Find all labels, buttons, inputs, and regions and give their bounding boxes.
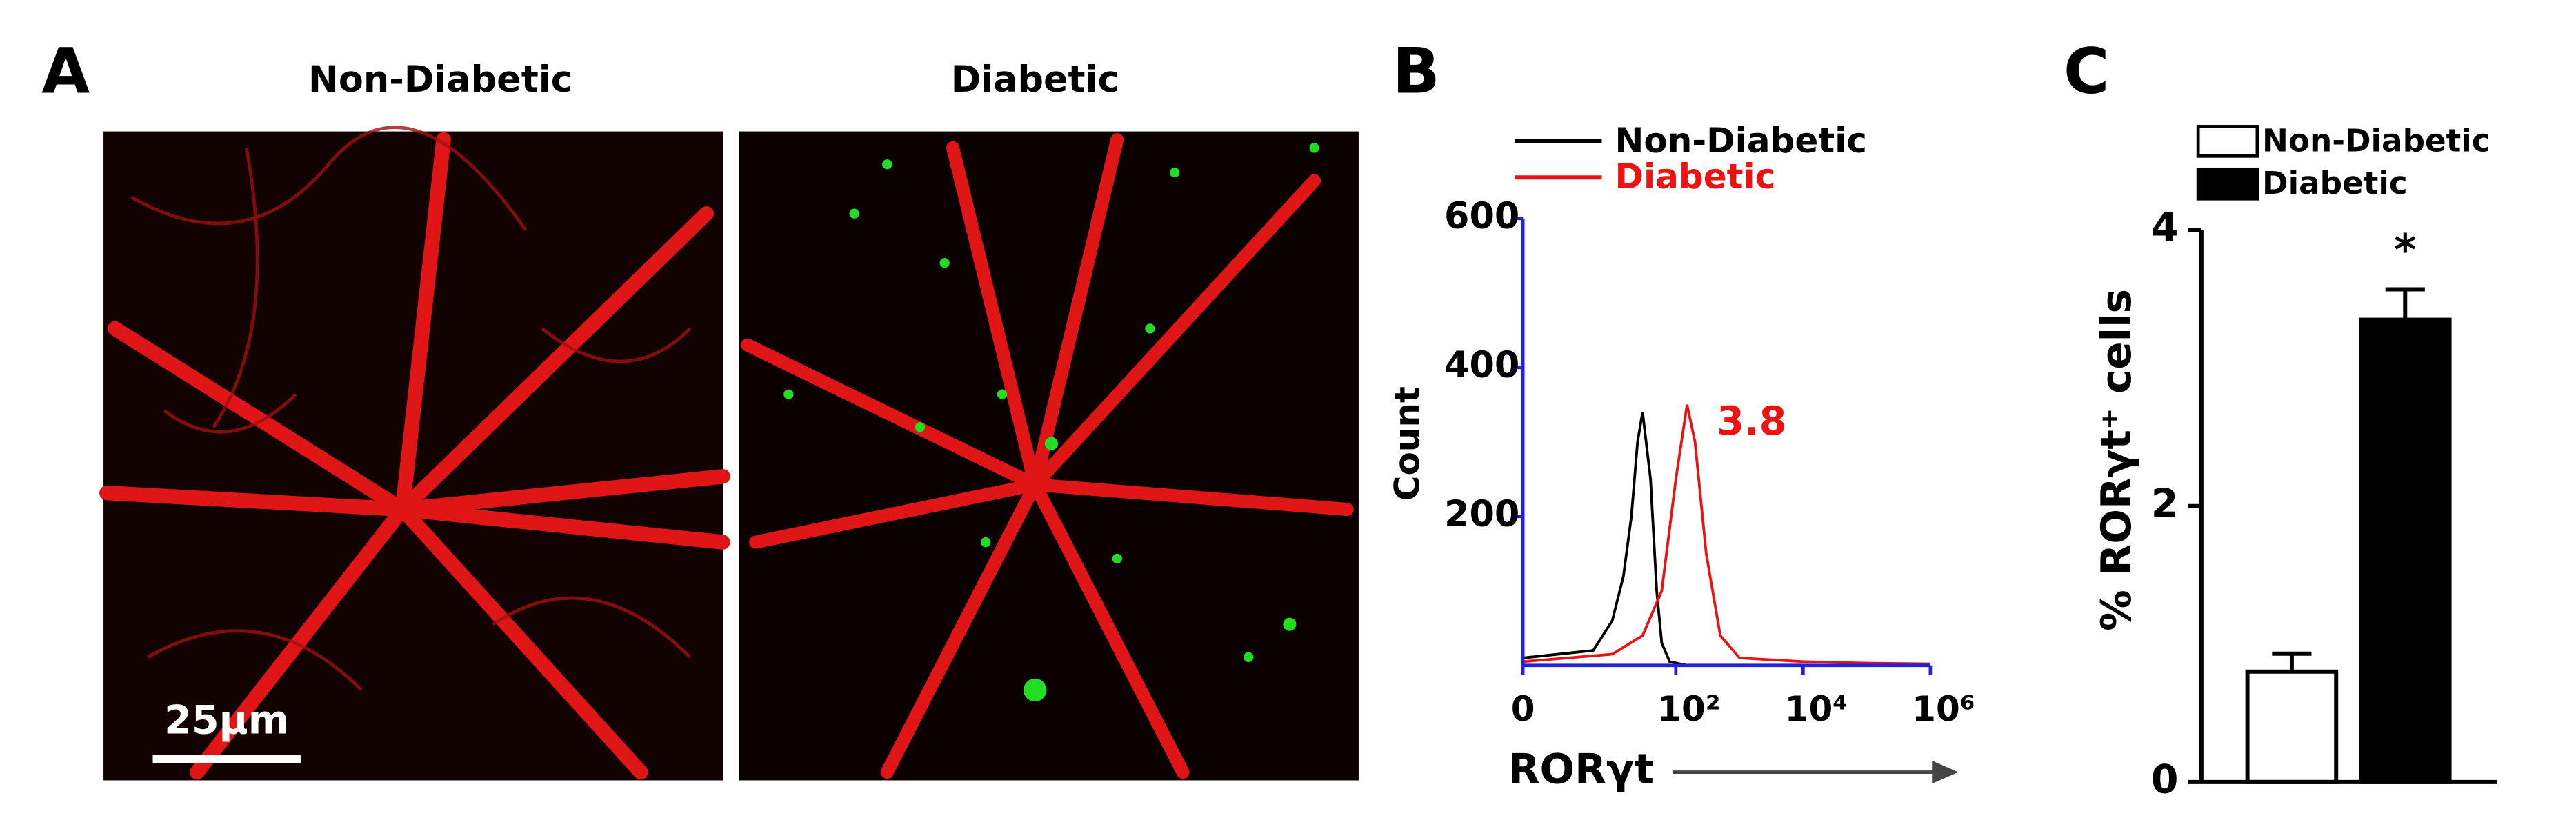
panel-label: A [41,35,90,108]
legend-label: Non-Diabetic [2262,122,2490,159]
legend-label: Diabetic [1615,157,1776,197]
y-tick-label: 0 [2151,757,2179,802]
scale-bar-label: 25μm [164,698,289,743]
legend-swatch [2196,125,2259,158]
y-axis-label: Count [1387,386,1427,501]
legend-label: Diabetic [2262,165,2408,201]
micrograph [739,131,1359,781]
micrograph [99,126,730,781]
image-title: Diabetic [951,59,1119,101]
annotation: 3.8 [1717,399,1786,444]
annotation: * [2394,226,2416,275]
x-tick-label: 10² [1657,689,1721,729]
y-tick-label: 200 [1444,493,1519,535]
panel-label: C [2064,35,2109,108]
panel-label: B [1392,35,1440,108]
x-tick-label: 10⁶ [1912,689,1975,729]
bar [2358,317,2452,784]
x-axis-label: RORγt [1508,746,1654,794]
bar [2245,669,2339,784]
y-tick-label: 2 [2151,481,2179,526]
y-axis-label: % RORγt⁺ cells [2093,289,2141,631]
x-tick-label: 10⁴ [1785,689,1848,729]
arrow-head [1932,760,1959,784]
x-tick-label: 0 [1511,689,1535,729]
image-title: Non-Diabetic [308,59,572,101]
y-tick-label: 400 [1444,344,1519,386]
legend-swatch [2196,167,2259,201]
legend-label: Non-Diabetic [1615,121,1867,161]
histogram-line [1522,404,1930,666]
y-tick-label: 600 [1444,195,1519,237]
y-tick-label: 4 [2151,205,2179,250]
